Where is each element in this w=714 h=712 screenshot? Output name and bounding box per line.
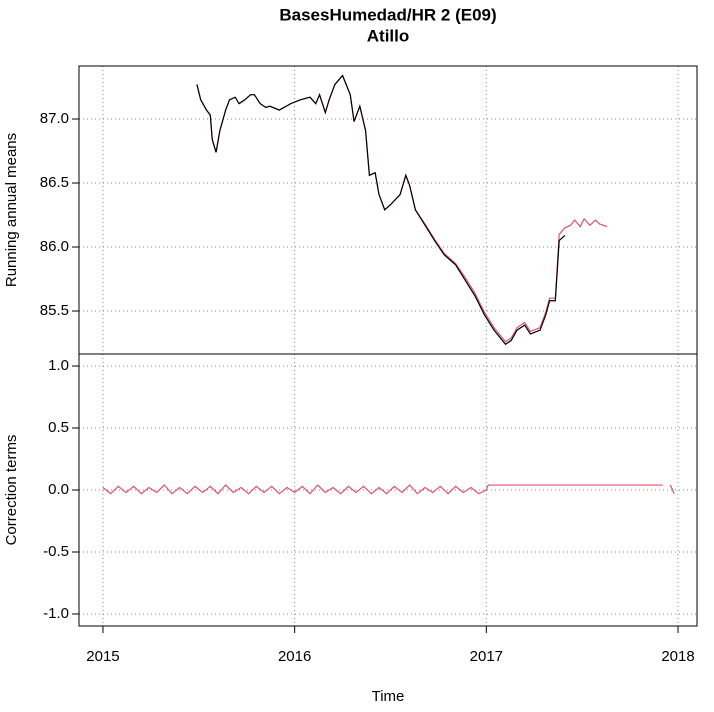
y-tick-label: 86.0 <box>40 238 69 255</box>
y-tick-label: 1.0 <box>48 357 69 374</box>
chart-subtitle: Atillo <box>367 26 410 45</box>
y-axis-label: Running annual means <box>3 133 20 287</box>
chart-title: BasesHumedad/HR 2 (E09) <box>279 5 496 24</box>
x-axis-label: Time <box>372 688 405 705</box>
y-tick-label: 0.5 <box>48 419 69 436</box>
y-tick-label: 0.0 <box>48 481 69 498</box>
data-line <box>196 74 608 343</box>
y-tick-label: 85.5 <box>40 302 69 319</box>
x-tick-label: 2015 <box>86 648 119 665</box>
data-line <box>102 484 675 495</box>
y-tick-label: -1.0 <box>43 605 69 622</box>
y-tick-label: -0.5 <box>43 543 69 560</box>
x-tick-label: 2018 <box>661 648 694 665</box>
y-tick-label: 86.5 <box>40 174 69 191</box>
y-axis-label: Correction terms <box>3 435 20 546</box>
x-tick-label: 2017 <box>470 648 503 665</box>
y-tick-label: 87.0 <box>40 110 69 127</box>
plot-frame <box>78 353 698 627</box>
x-tick-label: 2016 <box>278 648 311 665</box>
data-line <box>196 74 566 346</box>
